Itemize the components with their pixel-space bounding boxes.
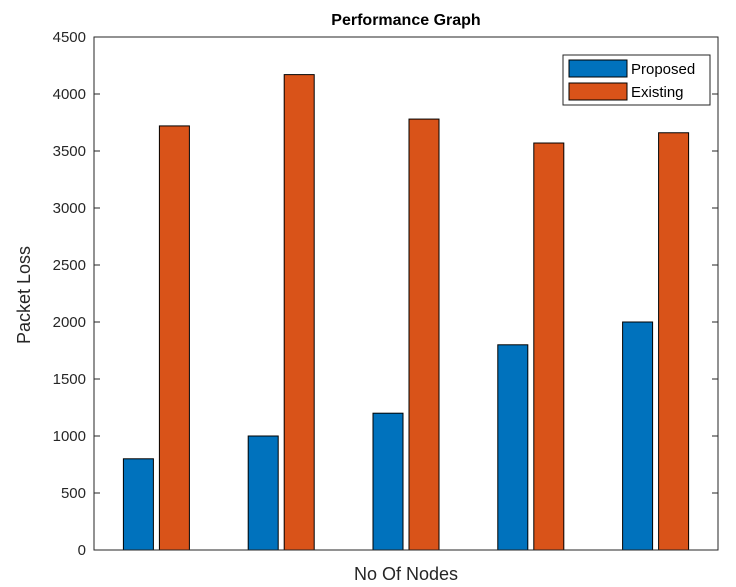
y-tick-label: 2000 [53,314,86,331]
bar-proposed-1 [122,458,154,551]
legend-swatch-existing [568,82,628,101]
bar-existing-5 [658,132,690,551]
bar-existing-4 [533,142,565,551]
y-tick-label: 3000 [53,200,86,217]
y-tick-label: 1000 [53,428,86,445]
chart-title: Performance Graph [331,12,480,29]
bar-proposed-3 [372,412,404,551]
x-axis-title: No Of Nodes [354,564,458,584]
y-tick-label: 0 [78,542,86,559]
bar-proposed-5 [622,321,654,551]
y-tick-label: 2500 [53,257,86,274]
legend: Proposed Existing [562,54,711,106]
plot-frame [93,36,719,551]
y-tick-label: 1500 [53,371,86,388]
legend-label-existing: Existing [631,84,684,101]
bar-existing-1 [158,125,190,551]
y-tick-label: 500 [61,485,86,502]
legend-label-proposed: Proposed [631,61,695,78]
legend-swatch-proposed [568,59,628,78]
bar-proposed-2 [247,435,279,551]
bar-existing-2 [283,74,315,551]
y-tick-label: 3500 [53,143,86,160]
y-tick-label: 4500 [53,29,86,46]
y-axis-ticks: 0 500 1000 1500 2000 2500 3000 3500 4000 4500 [53,29,718,559]
bars-layer [122,74,690,551]
y-axis-title: Packet Loss [14,246,34,344]
bar-existing-3 [408,118,440,551]
y-tick-label: 4000 [53,86,86,103]
bar-proposed-4 [497,344,529,551]
